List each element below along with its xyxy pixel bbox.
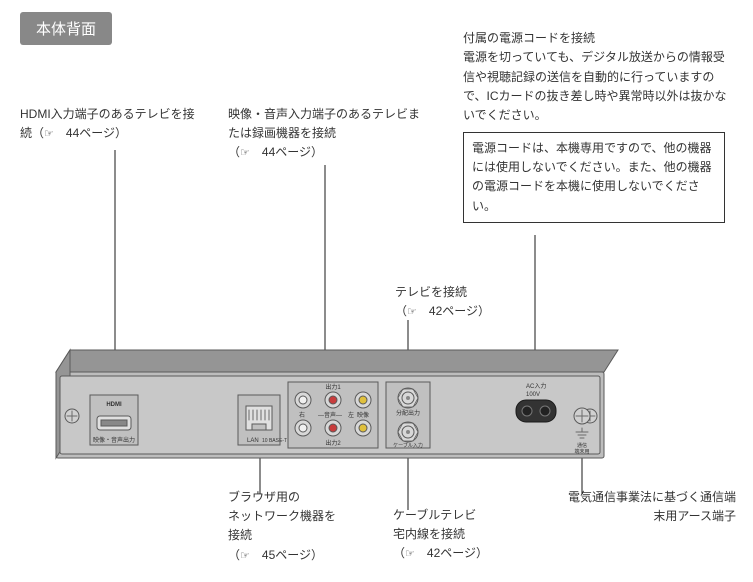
lan-sub-label: 10 BASE-T	[262, 438, 287, 444]
hdmi-logo: HDMI	[106, 402, 122, 408]
out1-label: 出力1	[325, 383, 341, 391]
ac-label-line2: 100V	[526, 392, 540, 398]
cable-in-label: ケーブル入力	[393, 442, 423, 449]
device-body: HDMI 映像・音声出力 LAN 10 BASE-T	[56, 350, 618, 458]
hdmi-port-label: 映像・音声出力	[93, 436, 135, 444]
ground-label-1: 通信	[577, 442, 587, 449]
splitter-label: 分配出力	[396, 409, 420, 417]
lan-port-label: LAN	[247, 438, 259, 444]
screw-icon	[65, 409, 79, 423]
video-label: 映像	[357, 411, 369, 419]
audio-left-label: 左	[348, 411, 354, 419]
device-diagram: HDMI 映像・音声出力 LAN 10 BASE-T	[0, 0, 753, 582]
coax-group: 分配出力 ケーブル入力	[386, 382, 430, 449]
audio-right-label: 右	[299, 411, 305, 419]
out2-label: 出力2	[325, 439, 341, 447]
lan-port: LAN 10 BASE-T	[238, 395, 287, 445]
ac-label-line1: AC入力	[526, 382, 546, 390]
av-output-group: 出力1 右 ―音声― 左 映像 出力2	[288, 382, 378, 448]
ground-label-2: 端末用	[574, 448, 589, 455]
audio-center-label: ―音声―	[318, 411, 342, 419]
hdmi-port: HDMI 映像・音声出力	[90, 395, 138, 445]
